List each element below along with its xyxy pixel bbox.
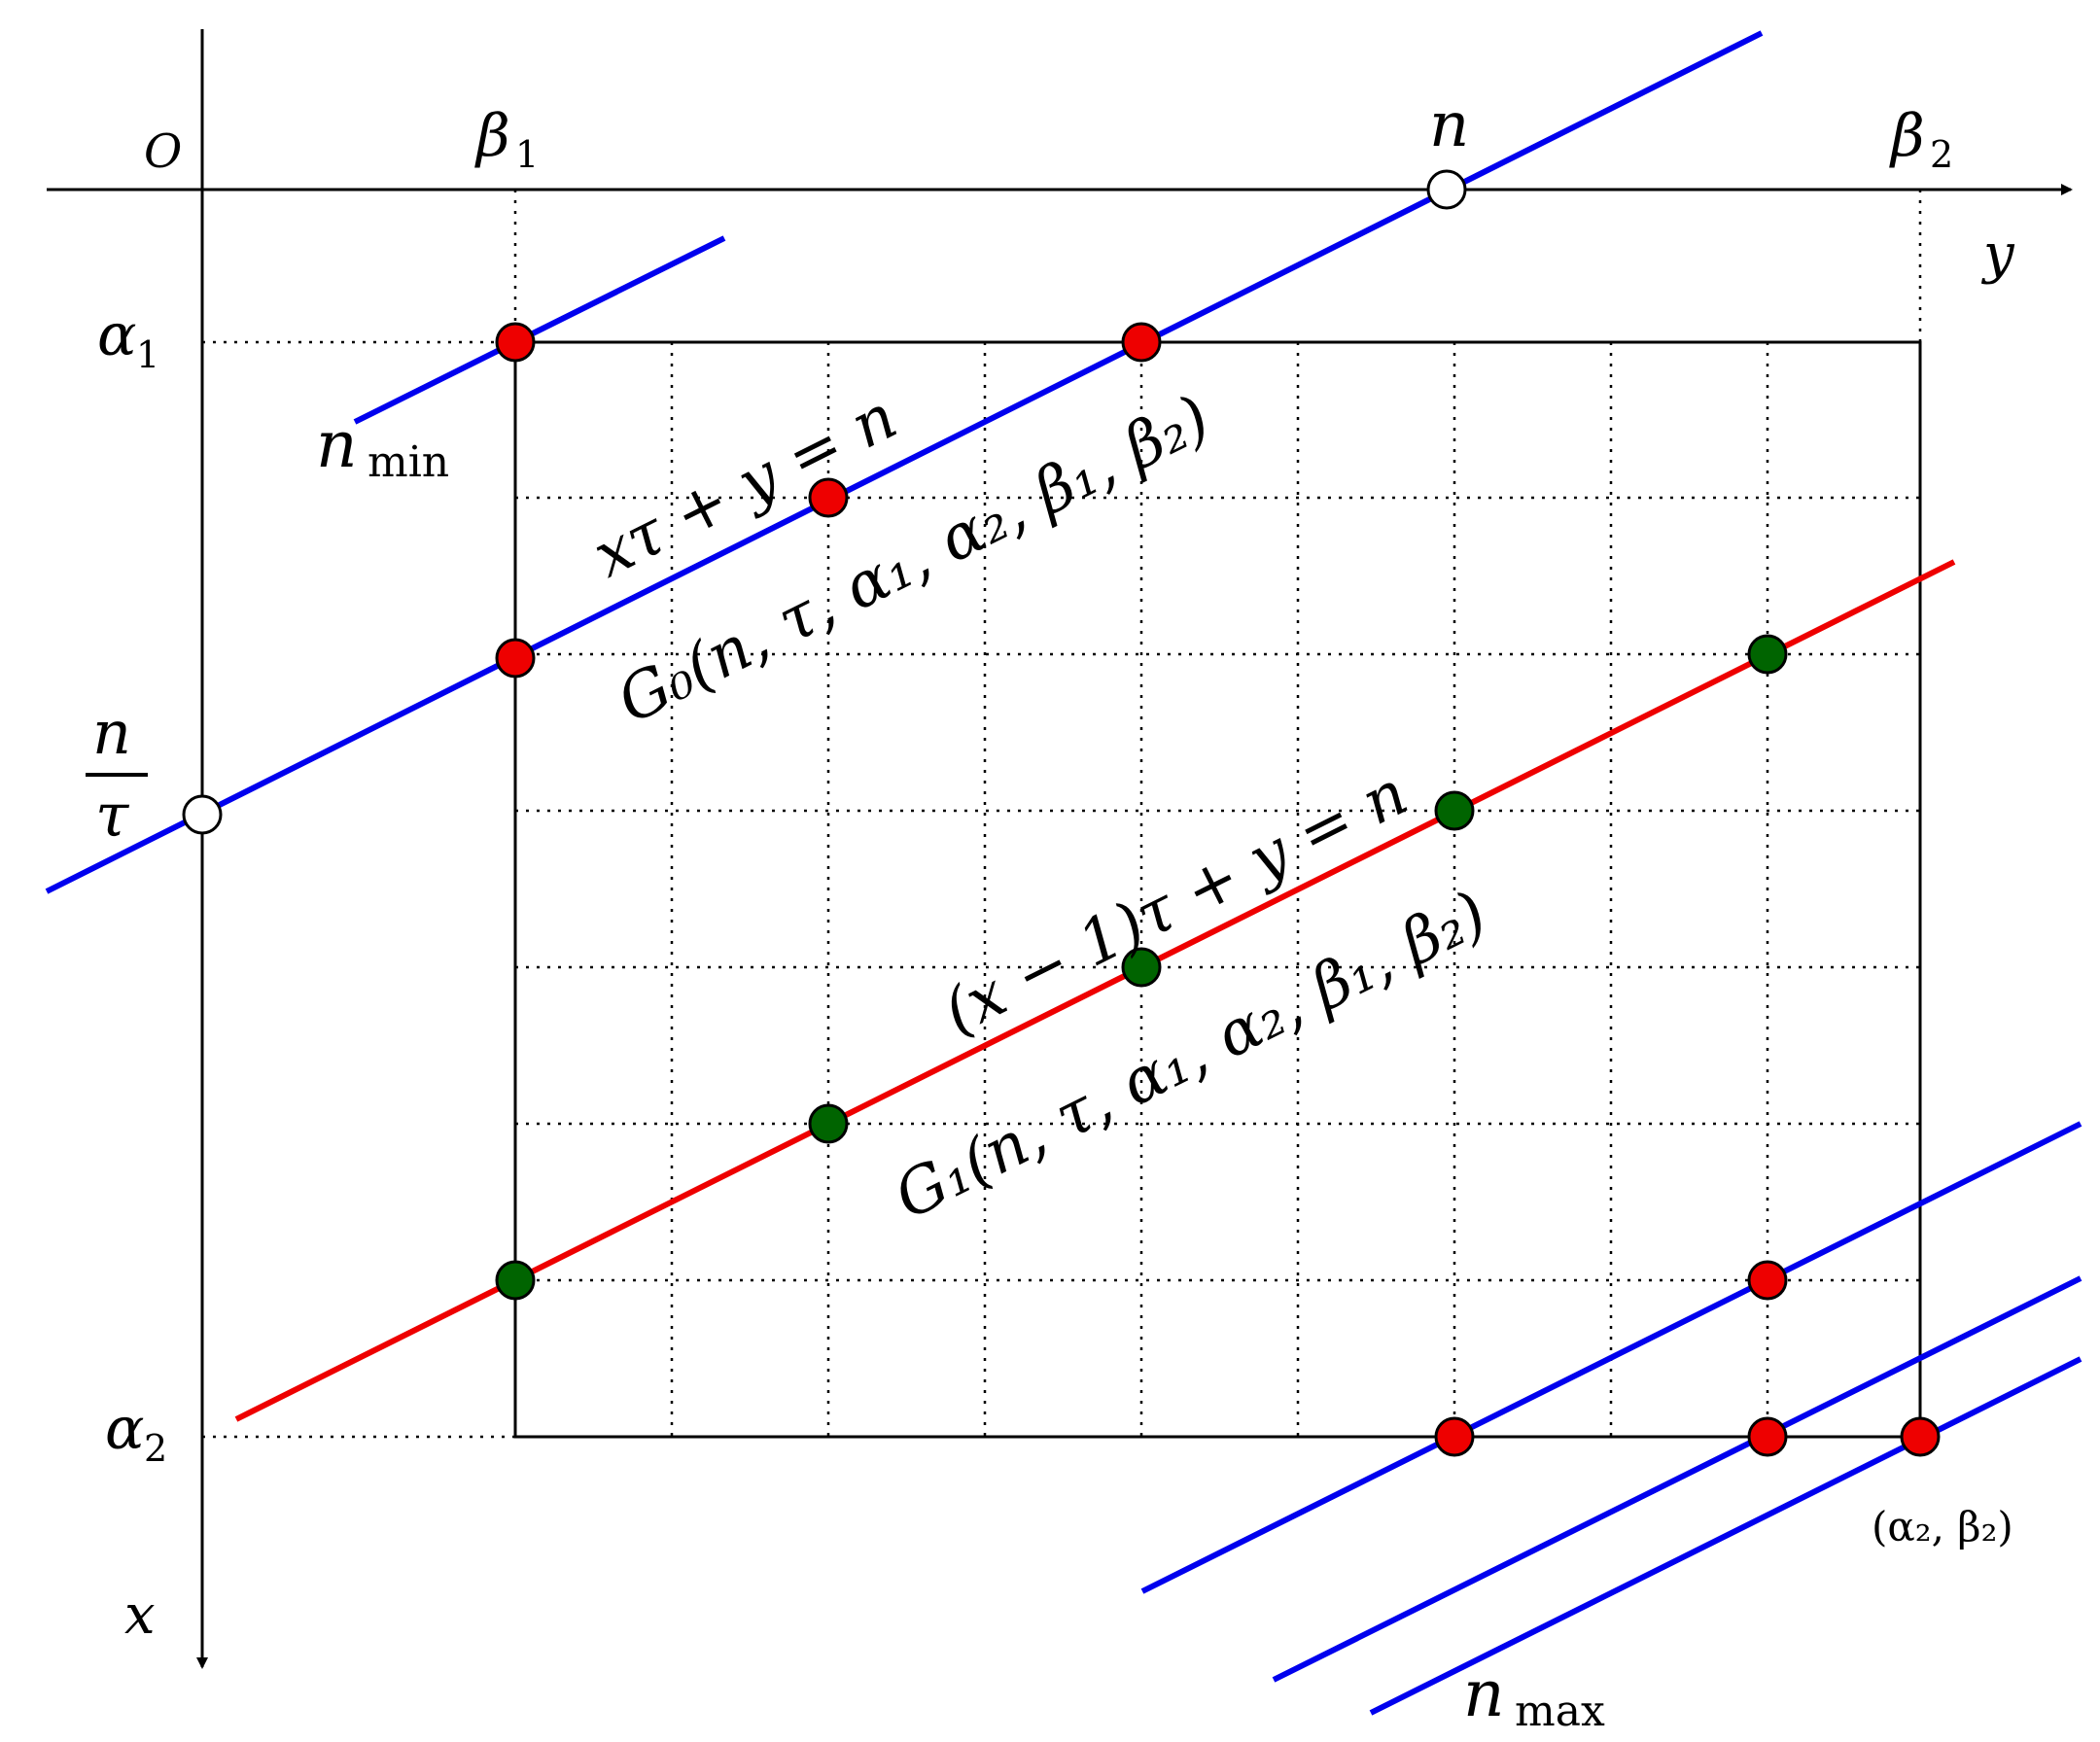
green-point [1121,947,1162,988]
beta2-label: β 2 [1889,102,1953,176]
n-max-label: n max [1463,1656,1605,1736]
open-point-n-over-tau [182,794,223,835]
n-min-line [353,235,726,425]
svg-text:β: β [474,102,510,170]
svg-text:α: α [97,301,137,369]
n-min-label: n min [316,407,449,487]
alpha2-label: α 2 [105,1395,167,1470]
open-point-n [1426,169,1467,210]
n-over-tau-label: n τ [86,697,148,851]
green-point [808,1103,849,1144]
svg-text:n: n [1463,1656,1505,1731]
level-lines [45,30,2082,1716]
red-point [495,322,536,363]
red-point [1900,1416,1941,1457]
svg-text:1: 1 [136,333,159,376]
points [182,169,1941,1457]
n-max-line-2 [1272,1275,2082,1683]
line0-region-label: G₀(n, τ, α₁, α₂, β₁, β₂) [607,382,1221,738]
red-point [1434,1416,1475,1457]
origin-label: O [144,124,182,179]
svg-text:max: max [1515,1687,1605,1736]
beta1-label: β 1 [474,102,539,176]
n-max-line-1 [1140,1121,2082,1594]
n-top-label: n [1429,89,1469,161]
green-point [495,1260,536,1301]
y-axis-label: y [1980,223,2015,286]
corner-label: (α₂, β₂) [1872,1503,2013,1550]
red-point [1747,1416,1788,1457]
svg-text:n: n [92,697,131,768]
x-axis-label: x [124,1584,156,1647]
svg-text:n: n [316,407,358,482]
svg-text:1: 1 [515,133,539,176]
svg-text:β: β [1889,102,1925,170]
line-x-minus-1-tau-y-n [234,559,1956,1422]
dotted-grid [202,190,1922,1439]
svg-text:τ: τ [95,780,130,851]
svg-text:α: α [105,1395,145,1463]
svg-text:2: 2 [144,1427,167,1470]
svg-text:2: 2 [1930,133,1953,176]
red-point [495,638,536,679]
alpha1-label: α 1 [97,301,159,376]
green-point [1747,634,1788,675]
line-x-tau-y-n [45,30,1764,894]
svg-text:min: min [368,437,449,487]
green-point [1434,790,1475,831]
red-point [1121,322,1162,363]
red-point [1747,1260,1788,1301]
n-max-line-3 [1369,1356,2082,1716]
domain-rectangle [513,340,1922,1439]
red-point [808,477,849,518]
